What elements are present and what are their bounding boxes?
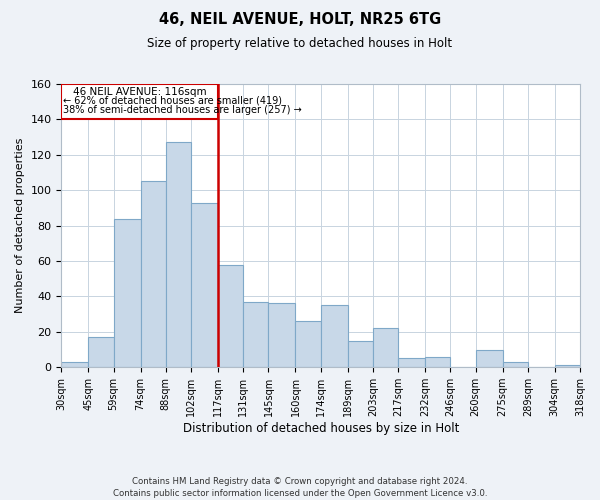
Text: 46 NEIL AVENUE: 116sqm: 46 NEIL AVENUE: 116sqm <box>73 86 206 97</box>
X-axis label: Distribution of detached houses by size in Holt: Distribution of detached houses by size … <box>182 422 459 435</box>
Bar <box>555 366 580 367</box>
Bar <box>321 306 348 367</box>
Bar <box>88 337 113 367</box>
Y-axis label: Number of detached properties: Number of detached properties <box>15 138 25 314</box>
Text: ← 62% of detached houses are smaller (419): ← 62% of detached houses are smaller (41… <box>63 96 282 106</box>
Bar <box>425 356 451 367</box>
Bar <box>243 302 268 367</box>
Text: 46, NEIL AVENUE, HOLT, NR25 6TG: 46, NEIL AVENUE, HOLT, NR25 6TG <box>159 12 441 28</box>
Bar <box>191 202 218 367</box>
Text: Contains public sector information licensed under the Open Government Licence v3: Contains public sector information licen… <box>113 488 487 498</box>
Bar <box>295 321 321 367</box>
Bar <box>113 218 140 367</box>
Bar <box>140 182 166 367</box>
Text: Size of property relative to detached houses in Holt: Size of property relative to detached ho… <box>148 38 452 51</box>
Bar <box>476 350 503 367</box>
Bar <box>503 362 528 367</box>
Bar <box>166 142 191 367</box>
Bar <box>218 264 243 367</box>
Bar <box>398 358 425 367</box>
Bar <box>61 84 218 120</box>
Bar <box>268 304 295 367</box>
Text: Contains HM Land Registry data © Crown copyright and database right 2024.: Contains HM Land Registry data © Crown c… <box>132 477 468 486</box>
Bar <box>373 328 398 367</box>
Bar <box>348 340 373 367</box>
Text: 38% of semi-detached houses are larger (257) →: 38% of semi-detached houses are larger (… <box>63 105 302 115</box>
Bar <box>61 362 88 367</box>
